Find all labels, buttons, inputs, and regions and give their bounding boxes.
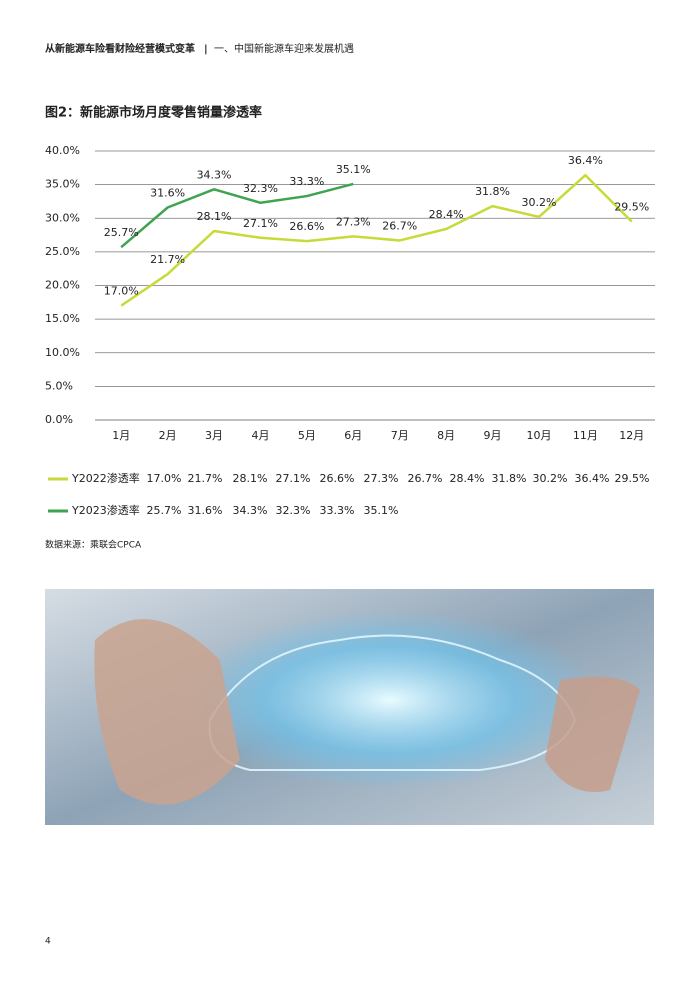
- data-label: 26.6%: [289, 220, 324, 233]
- table-value: 25.7%: [147, 504, 182, 517]
- table-value: 28.4%: [450, 472, 485, 485]
- table-value: 34.3%: [233, 504, 268, 517]
- table-value: 32.3%: [276, 504, 311, 517]
- data-label: 28.4%: [429, 208, 464, 221]
- table-value: 21.7%: [188, 472, 223, 485]
- table-value: 28.1%: [233, 472, 268, 485]
- x-tick-label: 10月: [526, 429, 551, 442]
- legend-label: Y2022渗透率: [71, 471, 140, 485]
- table-value: 26.7%: [408, 472, 443, 485]
- data-label: 25.7%: [104, 226, 139, 239]
- table-value: 29.5%: [615, 472, 650, 485]
- table-value: 17.0%: [147, 472, 182, 485]
- table-value: 30.2%: [533, 472, 568, 485]
- data-label: 28.1%: [197, 210, 232, 223]
- header-separator: |: [204, 44, 208, 55]
- table-value: 36.4%: [575, 472, 610, 485]
- y-tick-label: 0.0%: [45, 413, 73, 426]
- data-label: 17.0%: [104, 285, 139, 298]
- page-number: 4: [45, 937, 51, 947]
- x-tick-label: 2月: [159, 429, 177, 442]
- figure-title: 图2：新能源市场月度零售销量渗透率: [45, 105, 262, 121]
- photo-hand-left: [94, 619, 241, 805]
- y-tick-label: 30.0%: [45, 211, 80, 224]
- data-label: 32.3%: [243, 182, 278, 195]
- x-tick-label: 7月: [391, 429, 409, 442]
- table-value: 27.3%: [364, 472, 399, 485]
- x-tick-label: 6月: [344, 429, 362, 442]
- data-label: 29.5%: [614, 201, 649, 214]
- table-value: 27.1%: [276, 472, 311, 485]
- y-tick-label: 15.0%: [45, 312, 80, 325]
- y-tick-label: 20.0%: [45, 279, 80, 292]
- series-line: [120, 182, 354, 249]
- x-tick-label: 11月: [573, 429, 598, 442]
- x-tick-label: 12月: [619, 429, 644, 442]
- data-label: 33.3%: [289, 175, 324, 188]
- source: 数据来源：乘联会CPCA: [45, 539, 142, 551]
- data-label: 21.7%: [150, 253, 185, 266]
- data-label: 27.1%: [243, 217, 278, 230]
- x-tick-label: 1月: [112, 429, 130, 442]
- x-tick-label: 8月: [437, 429, 455, 442]
- photo-glow: [180, 610, 600, 790]
- data-label: 27.3%: [336, 215, 371, 228]
- report-title: 从新能源车险看财险经营模式变革: [45, 42, 195, 55]
- table-value: 31.6%: [188, 504, 223, 517]
- y-tick-label: 40.0%: [45, 144, 80, 157]
- data-label: 36.4%: [568, 154, 603, 167]
- data-label: 35.1%: [336, 163, 371, 176]
- legend-label: Y2023渗透率: [71, 503, 140, 517]
- data-label: 26.7%: [382, 219, 417, 232]
- photo-car: [208, 634, 577, 771]
- y-tick-label: 10.0%: [45, 346, 80, 359]
- data-label: 31.8%: [475, 185, 510, 198]
- series-line: [120, 173, 633, 307]
- y-tick-label: 25.0%: [45, 245, 80, 258]
- data-label: 34.3%: [197, 168, 232, 181]
- data-label: 30.2%: [521, 196, 556, 209]
- table-value: 26.6%: [320, 472, 355, 485]
- x-tick-label: 3月: [205, 429, 223, 442]
- table-value: 31.8%: [492, 472, 527, 485]
- photo-hand-right: [545, 676, 640, 792]
- x-tick-label: 5月: [298, 429, 316, 442]
- table-value: 35.1%: [364, 504, 399, 517]
- photo: [45, 589, 654, 825]
- y-tick-label: 35.0%: [45, 178, 80, 191]
- y-tick-label: 5.0%: [45, 379, 73, 392]
- x-tick-label: 4月: [251, 429, 269, 442]
- table-value: 33.3%: [320, 504, 355, 517]
- x-tick-label: 9月: [484, 429, 502, 442]
- section-title: 一、中国新能源车迎来发展机遇: [214, 42, 354, 55]
- data-label: 31.6%: [150, 186, 185, 199]
